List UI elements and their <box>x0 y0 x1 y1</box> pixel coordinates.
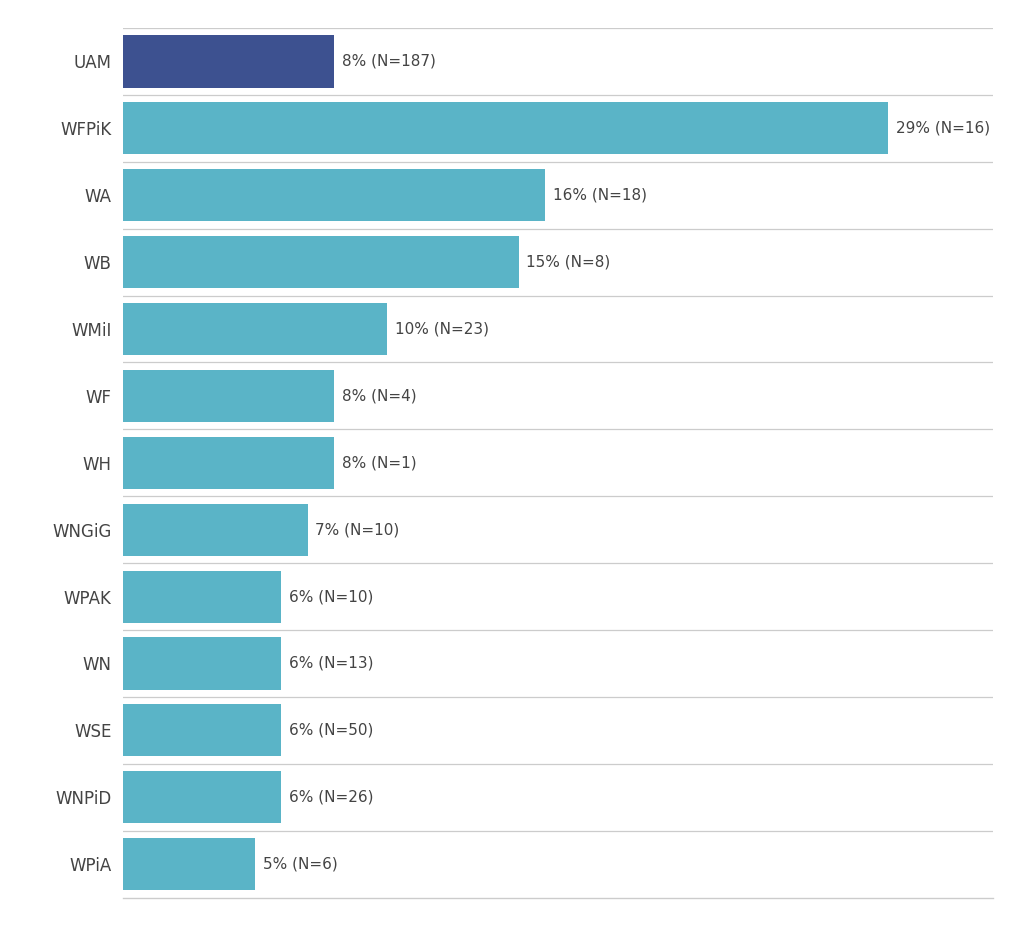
Bar <box>123 437 334 489</box>
Text: 8% (N=1): 8% (N=1) <box>342 455 417 470</box>
Bar <box>123 771 282 824</box>
Bar <box>123 704 282 756</box>
Bar <box>123 638 282 690</box>
Bar <box>123 504 307 555</box>
Text: 6% (N=50): 6% (N=50) <box>289 723 374 738</box>
Text: 5% (N=6): 5% (N=6) <box>263 856 338 871</box>
Text: 8% (N=4): 8% (N=4) <box>342 388 417 403</box>
Bar <box>123 236 518 288</box>
Bar <box>123 102 888 154</box>
Bar <box>123 838 255 890</box>
Text: 8% (N=187): 8% (N=187) <box>342 54 435 69</box>
Bar <box>123 570 282 623</box>
Text: 29% (N=16): 29% (N=16) <box>896 121 990 136</box>
Bar <box>123 370 334 422</box>
Text: 15% (N=8): 15% (N=8) <box>526 254 610 269</box>
Text: 7% (N=10): 7% (N=10) <box>315 523 399 538</box>
Text: 16% (N=18): 16% (N=18) <box>553 188 647 203</box>
Text: 6% (N=13): 6% (N=13) <box>289 656 374 671</box>
Bar <box>123 169 545 222</box>
Text: 6% (N=10): 6% (N=10) <box>289 589 374 604</box>
Text: 10% (N=23): 10% (N=23) <box>394 322 488 337</box>
Bar <box>123 36 334 88</box>
Bar <box>123 303 387 355</box>
Text: 6% (N=26): 6% (N=26) <box>289 790 374 805</box>
